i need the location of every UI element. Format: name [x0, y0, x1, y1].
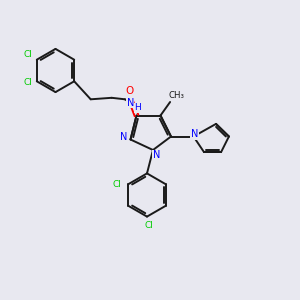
Text: O: O	[126, 86, 134, 97]
Text: Cl: Cl	[144, 221, 153, 230]
Text: Cl: Cl	[24, 78, 33, 87]
Text: N: N	[120, 132, 128, 142]
Text: N: N	[127, 98, 134, 108]
Text: N: N	[191, 129, 198, 139]
Text: Cl: Cl	[24, 50, 33, 59]
Text: H: H	[134, 103, 141, 112]
Text: CH₃: CH₃	[169, 91, 185, 100]
Text: N: N	[153, 150, 160, 161]
Text: Cl: Cl	[112, 180, 121, 189]
